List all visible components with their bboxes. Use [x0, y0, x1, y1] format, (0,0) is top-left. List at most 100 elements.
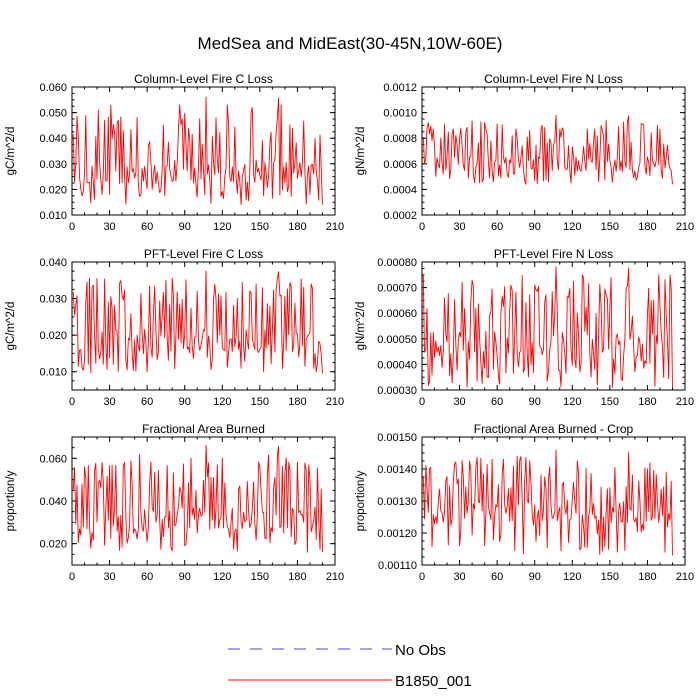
x-tick-label: 150: [601, 396, 619, 408]
y-axis-label: proportion/y: [5, 470, 17, 531]
x-tick-label: 180: [638, 571, 656, 583]
y-axis-label: gN/m^2/d: [355, 302, 367, 351]
panel-title: Column-Level Fire C Loss: [134, 72, 273, 86]
y-axis-label: gC/m^2/d: [5, 127, 17, 176]
x-tick-label: 30: [453, 396, 465, 408]
y-tick-label: 0.00130: [377, 496, 417, 508]
legend-label-no-obs: No Obs: [395, 642, 446, 659]
x-tick-label: 30: [103, 221, 115, 233]
x-tick-label: 120: [213, 221, 231, 233]
y-tick-label: 0.020: [39, 330, 67, 342]
x-tick-label: 120: [563, 221, 581, 233]
x-tick-label: 210: [326, 221, 344, 233]
x-tick-label: 180: [288, 221, 306, 233]
y-tick-label: 0.00150: [377, 432, 417, 444]
plot-frame: [71, 261, 336, 391]
x-tick-label: 30: [103, 571, 115, 583]
x-tick-label: 60: [491, 571, 503, 583]
plot-frame: [421, 261, 686, 391]
x-tick-label: 0: [69, 571, 75, 583]
series-line-b1850-001: [72, 445, 323, 553]
y-tick-label: 0.00070: [377, 283, 417, 295]
y-tick-label: 0.050: [39, 108, 67, 120]
x-tick-label: 180: [638, 396, 656, 408]
x-tick-label: 90: [179, 571, 191, 583]
panel-title: PFT-Level Fire N Loss: [494, 247, 613, 261]
x-tick-label: 30: [453, 221, 465, 233]
plot-frame: [71, 86, 336, 216]
x-tick-label: 90: [529, 571, 541, 583]
x-tick-label: 0: [69, 396, 75, 408]
plot-frame: [421, 86, 686, 216]
x-tick-label: 60: [141, 396, 153, 408]
x-tick-label: 210: [676, 396, 694, 408]
series-line-b1850-001: [422, 449, 673, 556]
y-tick-label: 0.0008: [383, 133, 417, 145]
panel-title: PFT-Level Fire C Loss: [144, 247, 263, 261]
y-tick-label: 0.030: [39, 159, 67, 171]
y-axis-label: gC/m^2/d: [5, 302, 17, 351]
panel-6: Fractional Area Burned - Crop proportion/…: [355, 422, 694, 583]
panel-1: Column-Level Fire C Loss gC/m^2/d 0 30 60 90 1…: [5, 72, 344, 233]
x-tick-label: 60: [141, 221, 153, 233]
series-line-b1850-001: [422, 114, 673, 185]
y-tick-label: 0.010: [39, 210, 67, 222]
y-tick-label: 0.0004: [383, 184, 417, 196]
series-line-b1850-001: [422, 266, 673, 388]
x-tick-label: 0: [419, 396, 425, 408]
x-tick-label: 0: [69, 221, 75, 233]
y-tick-label: 0.040: [39, 496, 67, 508]
plot-frame: [421, 436, 686, 566]
y-tick-label: 0.0012: [383, 82, 417, 94]
x-tick-label: 180: [288, 396, 306, 408]
series-line-b1850-001: [72, 270, 323, 374]
y-axis-label: proportion/y: [355, 470, 367, 531]
x-tick-label: 210: [326, 571, 344, 583]
x-tick-label: 180: [638, 221, 656, 233]
y-tick-label: 0.00050: [377, 334, 417, 346]
x-tick-label: 90: [179, 221, 191, 233]
plot-frame: [71, 436, 336, 566]
panel-4: PFT-Level Fire N Loss gN/m^2/d 0 30 60 90 120 1…: [355, 247, 694, 408]
x-tick-label: 150: [251, 396, 269, 408]
panel-title: Fractional Area Burned: [142, 422, 265, 436]
panel-5: Fractional Area Burned proportion/y 0 30 60 9…: [5, 422, 344, 583]
y-tick-label: 0.040: [39, 133, 67, 145]
y-tick-label: 0.060: [39, 453, 67, 465]
x-tick-label: 120: [213, 396, 231, 408]
y-tick-label: 0.00140: [377, 464, 417, 476]
y-tick-label: 0.060: [39, 82, 67, 94]
y-tick-label: 0.00110: [378, 560, 417, 572]
x-tick-label: 30: [103, 396, 115, 408]
x-tick-label: 0: [419, 221, 425, 233]
y-tick-label: 0.00120: [377, 528, 417, 540]
x-tick-label: 120: [563, 571, 581, 583]
panel-2: Column-Level Fire N Loss gN/m^2/d 0 30 60 90 1…: [355, 72, 694, 233]
y-tick-label: 0.030: [39, 294, 67, 306]
x-tick-label: 150: [251, 221, 269, 233]
y-tick-label: 0.010: [39, 367, 67, 379]
y-tick-label: 0.00030: [377, 385, 417, 397]
y-tick-label: 0.00060: [377, 308, 417, 320]
x-tick-label: 90: [179, 396, 191, 408]
y-tick-label: 0.0006: [383, 159, 417, 171]
x-tick-label: 90: [529, 396, 541, 408]
x-tick-label: 60: [491, 221, 503, 233]
y-tick-label: 0.00040: [377, 359, 417, 371]
x-tick-label: 150: [601, 221, 619, 233]
x-tick-label: 120: [213, 571, 231, 583]
x-tick-label: 120: [563, 396, 581, 408]
y-tick-label: 0.040: [39, 257, 67, 269]
y-tick-label: 0.020: [39, 539, 67, 551]
legend-label-b1850: B1850_001: [395, 673, 472, 690]
y-tick-label: 0.0010: [383, 108, 417, 120]
panel-title: Column-Level Fire N Loss: [484, 72, 623, 86]
x-tick-label: 150: [601, 571, 619, 583]
y-tick-label: 0.020: [39, 184, 67, 196]
panels: Column-Level Fire C Loss gC/m^2/d 0 30 60 90 1…: [5, 72, 694, 583]
x-tick-label: 210: [326, 396, 344, 408]
x-tick-label: 150: [251, 571, 269, 583]
y-axis-label: gN/m^2/d: [355, 127, 367, 176]
x-tick-label: 60: [141, 571, 153, 583]
y-tick-label: 0.00080: [377, 257, 417, 269]
